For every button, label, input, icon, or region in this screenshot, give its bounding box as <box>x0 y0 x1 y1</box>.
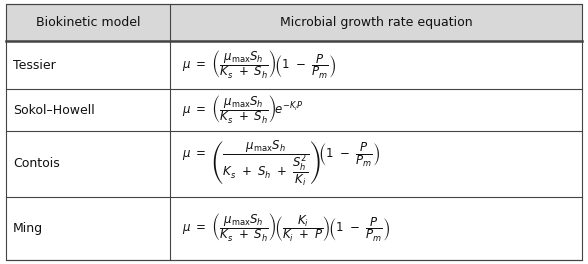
Text: Microbial growth rate equation: Microbial growth rate equation <box>280 16 472 29</box>
Text: Ming: Ming <box>13 222 43 235</box>
Text: Contois: Contois <box>13 157 60 170</box>
Text: Biokinetic model: Biokinetic model <box>36 16 141 29</box>
Bar <box>6 41 582 89</box>
Text: Tessier: Tessier <box>13 59 56 72</box>
Bar <box>6 131 582 197</box>
Text: $\mu \ = \ \left(\dfrac{\mu_{\mathrm{max}}S_h}{K_s \ + \ S_h}\right)\!\left(\dfr: $\mu \ = \ \left(\dfrac{\mu_{\mathrm{max… <box>182 212 390 244</box>
Text: $\mu \ = \ \left(\dfrac{\mu_{\mathrm{max}}S_h}{K_s \ + \ S_h \ + \ \dfrac{S_h^2}: $\mu \ = \ \left(\dfrac{\mu_{\mathrm{max… <box>182 139 380 188</box>
Bar <box>6 197 582 260</box>
Bar <box>6 89 582 131</box>
Bar <box>6 4 582 41</box>
Text: $\mu \ = \ \left(\dfrac{\mu_{\mathrm{max}}S_h}{K_s \ + \ S_h}\right)\!e^{-K_i P}: $\mu \ = \ \left(\dfrac{\mu_{\mathrm{max… <box>182 94 303 126</box>
Text: $\mu \ = \ \left(\dfrac{\mu_{\mathrm{max}}S_h}{K_s \ + \ S_h}\right)\!\left(1 \ : $\mu \ = \ \left(\dfrac{\mu_{\mathrm{max… <box>182 49 336 81</box>
Text: Sokol–Howell: Sokol–Howell <box>13 103 95 117</box>
